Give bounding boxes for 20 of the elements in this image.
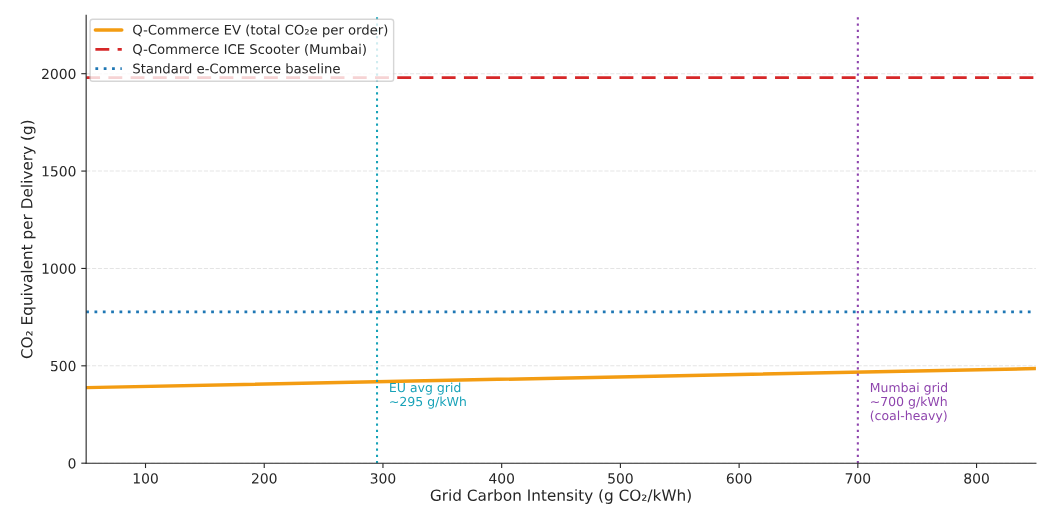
y-tick-label: 1000 [42, 263, 76, 274]
legend-label: Q-Commerce ICE Scooter (Mumbai) [133, 43, 366, 56]
x-tick-label: 100 [133, 473, 158, 484]
x-tick-label: 300 [370, 473, 396, 484]
ref-line-label: Mumbai grid ~700 g/kWh (coal-heavy) [870, 382, 947, 423]
x-tick-label: 800 [964, 473, 989, 484]
x-tick-label: 600 [726, 473, 752, 484]
y-tick-label: 500 [50, 360, 76, 372]
y-tick-label: 0 [68, 458, 76, 469]
x-tick-label: 200 [252, 473, 277, 484]
y-tick-label: 1500 [42, 166, 76, 177]
x-tick-label: 700 [845, 473, 871, 484]
legend-label: Q-Commerce EV (total CO₂e per order) [133, 24, 388, 38]
ref-line-label: EU avg grid ~295 g/kWh [390, 382, 466, 409]
legend-label: Standard e-Commerce baseline [133, 63, 340, 74]
x-axis-title: Grid Carbon Intensity (g CO₂/kWh) [430, 489, 691, 504]
x-tick-label: 400 [489, 473, 515, 484]
x-tick-label: 500 [608, 473, 633, 484]
y-tick-label: 2000 [42, 68, 76, 80]
y-axis-title: CO₂ Equivalent per Delivery (g) [20, 120, 36, 359]
